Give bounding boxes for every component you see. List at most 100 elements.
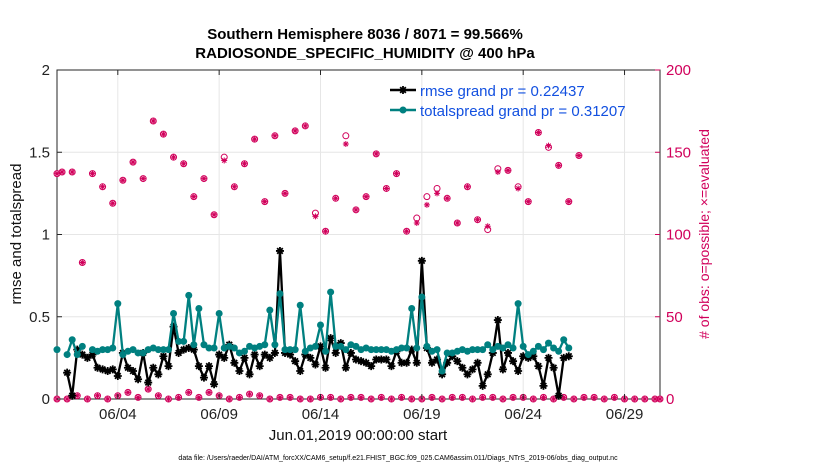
spread-point-55 xyxy=(332,342,340,350)
rmse-point-glyph-52 xyxy=(316,342,325,351)
rmse-point-51 xyxy=(311,360,320,369)
rmse-point-72 xyxy=(417,256,426,265)
rmse-point-glyph-87 xyxy=(493,316,502,325)
spread-point-71 xyxy=(413,344,421,352)
rmse-point-glyph-20 xyxy=(154,370,163,379)
rmse-point-glyph-72 xyxy=(417,256,426,265)
rmse-point-glyph-14 xyxy=(123,363,132,372)
rmse-point-glyph-29 xyxy=(199,373,208,382)
rmse-point-glyph-97 xyxy=(544,353,553,362)
rmse-point-69 xyxy=(402,358,411,367)
rmse-point-glyph-71 xyxy=(412,358,421,367)
rmse-point-glyph-95 xyxy=(534,362,543,371)
spread-point-24 xyxy=(175,337,183,345)
obs-evaluated-49 xyxy=(302,122,309,129)
series-layer xyxy=(53,246,573,400)
rmse-point-glyph-91 xyxy=(514,367,523,376)
legend-rmse-text: rmse grand pr = 0.22437 xyxy=(420,83,585,100)
rmse-point-43 xyxy=(270,348,279,357)
obs-evaluated-9 xyxy=(99,183,106,190)
rmse-point-glyph-68 xyxy=(397,358,406,367)
rmse-point-glyph-83 xyxy=(473,358,482,367)
spread-point-31 xyxy=(210,344,218,352)
spread-point-97 xyxy=(545,339,553,347)
spread-point-5 xyxy=(78,342,86,350)
obs-low-evaluated-18 xyxy=(236,394,243,401)
obs-low-evaluated-59 xyxy=(651,396,658,402)
spread-point-91 xyxy=(514,300,522,308)
rmse-point-59 xyxy=(351,355,360,364)
obs-evaluated-61 xyxy=(363,193,370,200)
spread-point-35 xyxy=(230,344,238,352)
rmse-point-glyph-74 xyxy=(427,358,436,367)
y2-axis-label: # of obs: o=possible; ×=evaluated xyxy=(696,129,712,339)
obs-low-evaluated-13 xyxy=(185,389,192,396)
rmse-point-41 xyxy=(260,350,269,359)
legend-rmse-glyph xyxy=(399,86,407,94)
obs-evaluated-65 xyxy=(383,185,390,192)
obs-low-evaluated-52 xyxy=(580,394,587,401)
obs-low-evaluated-5 xyxy=(104,396,111,402)
obs-low-evaluated-32 xyxy=(378,394,385,401)
spread-point-29 xyxy=(200,341,208,349)
rmse-point-glyph-43 xyxy=(270,348,279,357)
rmse-point-glyph-23 xyxy=(169,322,178,331)
spread-point-93 xyxy=(524,351,532,359)
rmse-point-glyph-8 xyxy=(93,363,102,372)
obs-evaluated-1 xyxy=(59,168,66,175)
rmse-point-42 xyxy=(265,353,274,362)
x-tick-label-1: 06/09 xyxy=(200,406,238,423)
footer-data-file: data file: /Users/raeder/DAI/ATM_forcXX/… xyxy=(178,455,618,462)
rmse-point-glyph-22 xyxy=(164,362,173,371)
spread-point-96 xyxy=(539,346,547,354)
obs-possible-73 xyxy=(423,193,431,201)
rmse-point-glyph-26 xyxy=(184,344,193,353)
spread-point-90 xyxy=(509,344,517,352)
rmse-point-glyph-51 xyxy=(311,360,320,369)
rmse-point-98 xyxy=(549,363,558,372)
rmse-point-glyph-61 xyxy=(362,358,371,367)
spread-point-26 xyxy=(185,291,193,299)
x-tick-label-4: 06/24 xyxy=(504,406,542,423)
obs-low-evaluated-28 xyxy=(337,396,344,402)
spread-point-37 xyxy=(240,347,248,355)
rmse-point-glyph-81 xyxy=(463,370,472,379)
spread-point-94 xyxy=(529,347,537,355)
rmse-point-glyph-44 xyxy=(275,246,284,255)
obs-low-evaluated-41 xyxy=(469,396,476,402)
rmse-point-glyph-98 xyxy=(549,363,558,372)
rmse-point-glyph-57 xyxy=(341,363,350,372)
spread-point-59 xyxy=(352,342,360,350)
y-tick-label-0: 0 xyxy=(42,391,50,408)
obs-low-evaluated-9 xyxy=(145,386,152,393)
rmse-point-99 xyxy=(554,391,563,400)
obs-evaluated-25 xyxy=(180,160,187,167)
obs-low-evaluated-55 xyxy=(611,394,618,401)
spread-point-46 xyxy=(286,346,294,354)
rmse-point-32 xyxy=(215,350,224,359)
obs-evaluated-69 xyxy=(403,228,410,235)
obs-evaluated-11 xyxy=(109,200,116,207)
rmse-point-82 xyxy=(468,365,477,374)
spread-point-89 xyxy=(504,341,512,349)
rmse-point-glyph-31 xyxy=(210,380,219,389)
rmse-point-glyph-99 xyxy=(554,391,563,400)
rmse-point-glyph-90 xyxy=(509,357,518,366)
obs-low-evaluated-17 xyxy=(226,396,233,402)
obs-low-evaluated-35 xyxy=(408,396,415,402)
rmse-point-4 xyxy=(73,345,82,354)
rmse-point-9 xyxy=(98,365,107,374)
spread-point-16 xyxy=(134,349,142,357)
rmse-point-glyph-64 xyxy=(377,355,386,364)
obs-low-evaluated-37 xyxy=(428,394,435,401)
obs-low-evaluated-49 xyxy=(550,396,557,402)
spread-point-83 xyxy=(474,346,482,354)
obs-evaluated-101 xyxy=(565,198,572,205)
obs-evaluated-17 xyxy=(140,175,147,182)
rmse-point-glyph-101 xyxy=(564,352,573,361)
spread-point-70 xyxy=(408,305,416,313)
rmse-point-16 xyxy=(134,375,143,384)
obs-evaluated-45 xyxy=(282,190,289,197)
obs-low-evaluated-33 xyxy=(388,396,395,402)
rmse-point-92 xyxy=(519,352,528,361)
